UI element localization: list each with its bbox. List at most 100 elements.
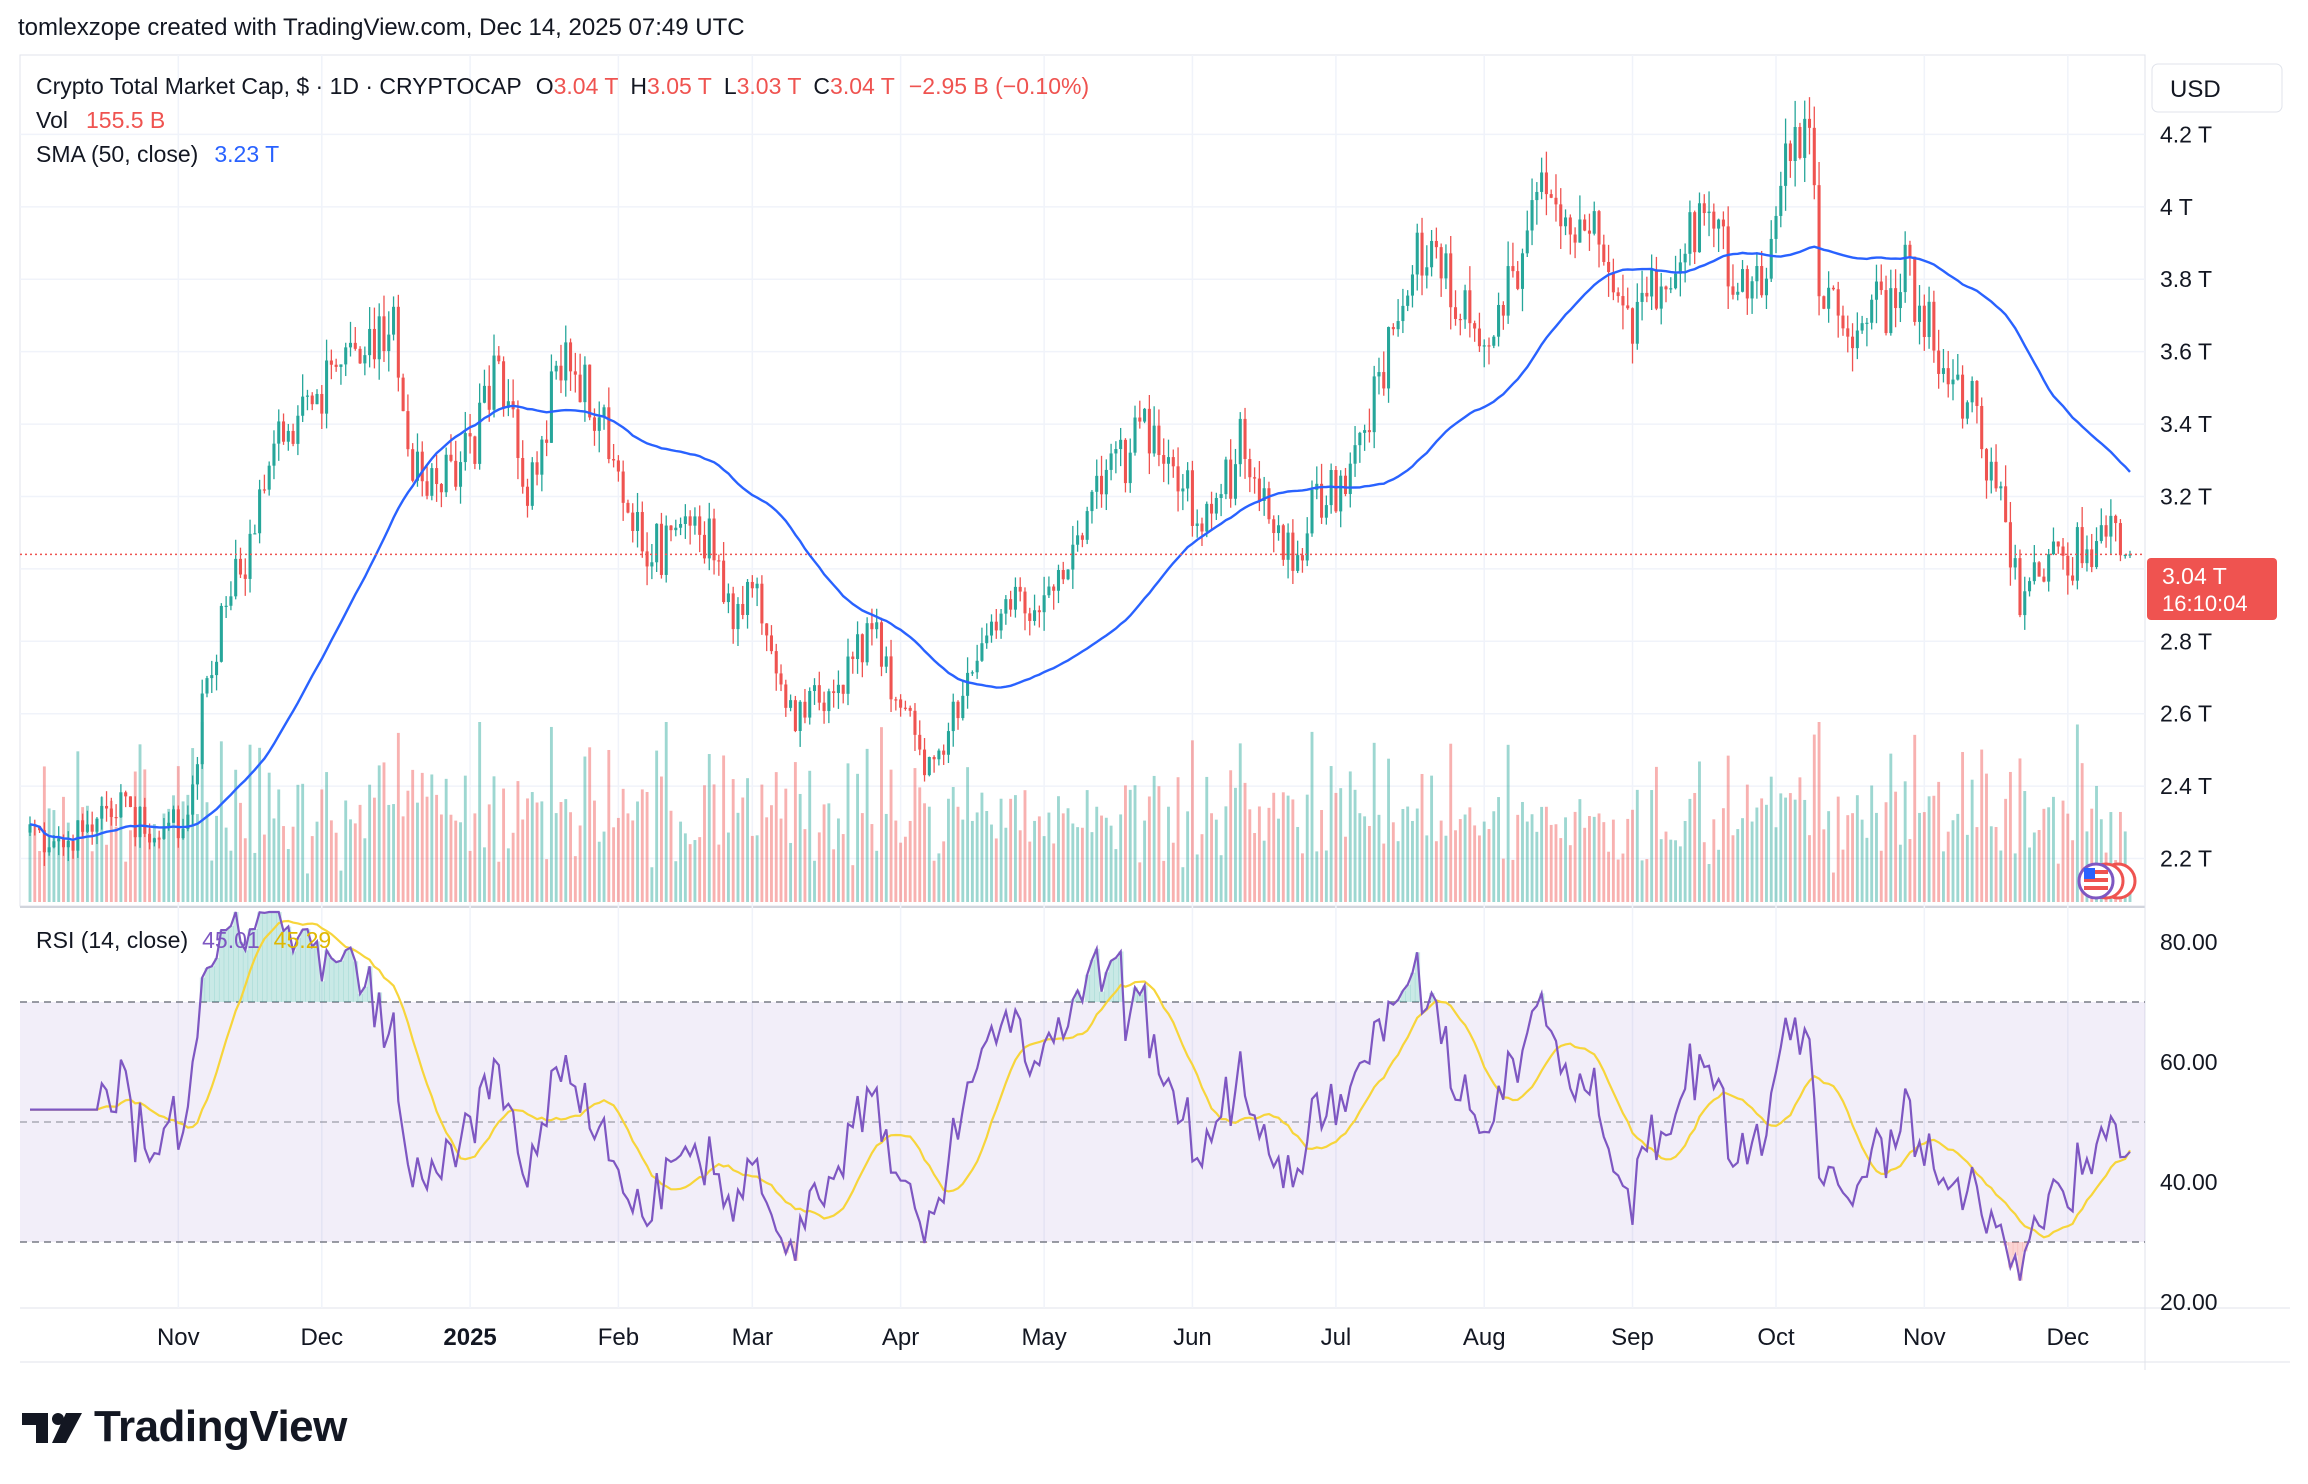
price-axis-labels[interactable]: 2.2 T 2.4 T 2.6 T 2.8 T 3.2 T 3.4 T 3.6 T 3.8 T… [2160, 121, 2212, 871]
volume-bar [253, 852, 257, 902]
candle [736, 597, 740, 646]
volume-bar [1214, 819, 1218, 902]
candle [301, 374, 305, 423]
candle [1281, 523, 1285, 566]
volume-bar [57, 840, 61, 902]
volume-bar [310, 836, 314, 902]
candle [1932, 290, 1936, 363]
volume-bar [927, 806, 931, 902]
candle [1669, 277, 1673, 294]
volume-bar [1396, 841, 1400, 902]
symbol-title[interactable]: Crypto Total Market Cap, $ · 1D · CRYPTO… [36, 73, 1089, 99]
candle [229, 581, 233, 611]
volume-bar [1487, 829, 1491, 902]
volume-bar [368, 784, 372, 902]
volume-bar [1745, 784, 1749, 902]
candle [1970, 376, 1974, 413]
volume-bar [1344, 836, 1347, 902]
volume-bar [286, 849, 290, 902]
currency-button[interactable]: USD [2170, 76, 2221, 103]
volume-bar [836, 818, 840, 902]
volume-bar [2056, 863, 2060, 902]
candle [1061, 561, 1065, 585]
volume-bar [1387, 758, 1390, 902]
volume-legend[interactable]: Vol 155.5 B [36, 107, 165, 133]
candle [1779, 171, 1783, 228]
candle [516, 400, 520, 480]
tradingview-logo[interactable]: TradingView [22, 1402, 347, 1452]
candle [999, 609, 1003, 639]
volume-bar [770, 805, 773, 902]
volume-bar [416, 802, 419, 902]
volume-bar [736, 812, 740, 902]
volume-bar [1822, 829, 1826, 902]
rsi-extreme-fill [352, 961, 359, 1002]
candle [1817, 162, 1821, 316]
volume-bar [1420, 773, 1424, 902]
candle [2061, 538, 2065, 570]
time-tick-label: Sep [1611, 1324, 1654, 1351]
volume-bar [1841, 849, 1845, 902]
candle [1190, 460, 1194, 537]
candle [1616, 287, 1620, 303]
candle [377, 303, 381, 380]
candle [1927, 286, 1931, 349]
candle [784, 679, 788, 717]
candle [1975, 380, 1979, 424]
volume-bar [430, 774, 434, 902]
volume-bar [1377, 814, 1381, 902]
sma-legend[interactable]: SMA (50, close) 3.23 T [36, 141, 279, 167]
candle [1109, 443, 1113, 481]
candle [812, 678, 817, 705]
candle [683, 504, 687, 539]
volume-bar [2008, 771, 2012, 902]
candle [1157, 409, 1161, 467]
rsi-axis-labels[interactable]: 20.00 40.00 60.00 80.00 [2160, 929, 2218, 1315]
candle [1736, 282, 1740, 301]
price-tick-label: 2.4 T [2160, 773, 2212, 799]
candle [779, 664, 783, 692]
volume-bar [1415, 808, 1419, 902]
rsi-legend[interactable]: RSI (14, close) 45.01 45.29 [36, 927, 331, 953]
candle [1023, 587, 1027, 631]
candle [645, 532, 649, 586]
volume-bar [679, 821, 683, 902]
candle [1688, 200, 1692, 266]
candle [1018, 577, 1022, 602]
volume-bar [1755, 807, 1759, 902]
candle [918, 720, 922, 756]
volume-bar [1277, 818, 1280, 902]
candle [846, 638, 850, 706]
volume-bar [463, 775, 467, 902]
volume-bar [889, 769, 893, 902]
candle [1994, 444, 1998, 492]
candle [2004, 465, 2008, 523]
volume-bar [765, 817, 769, 902]
volume-bar [1712, 819, 1716, 902]
rsi-extreme-fill [223, 930, 230, 1002]
volume-bar [755, 835, 759, 902]
rsi-extreme-fill [228, 925, 234, 1002]
volume-bar [616, 817, 620, 902]
candle [2008, 501, 2012, 586]
candle [1683, 243, 1687, 283]
candle [1329, 463, 1333, 514]
economic-events-icon[interactable] [2077, 862, 2137, 900]
candle [2090, 533, 2094, 573]
candle [320, 385, 324, 430]
candle [1391, 323, 1395, 336]
price-tick-label: 3.8 T [2160, 266, 2212, 292]
candle [1965, 400, 1969, 425]
rsi-extreme-fill [257, 912, 263, 1002]
volume-bar [741, 797, 745, 902]
time-axis-labels[interactable]: Nov Dec 2025 Feb Mar Apr May Jun Jul Aug Sep Oct Nov… [157, 1324, 2089, 1351]
candle [2109, 499, 2113, 554]
candle [1654, 256, 1658, 311]
volume-bar [722, 755, 726, 902]
candle [827, 688, 831, 724]
candle [1549, 189, 1553, 199]
volume-bar [1913, 734, 1917, 902]
rsi-extreme-fill [2022, 1242, 2028, 1252]
candle [458, 451, 463, 504]
